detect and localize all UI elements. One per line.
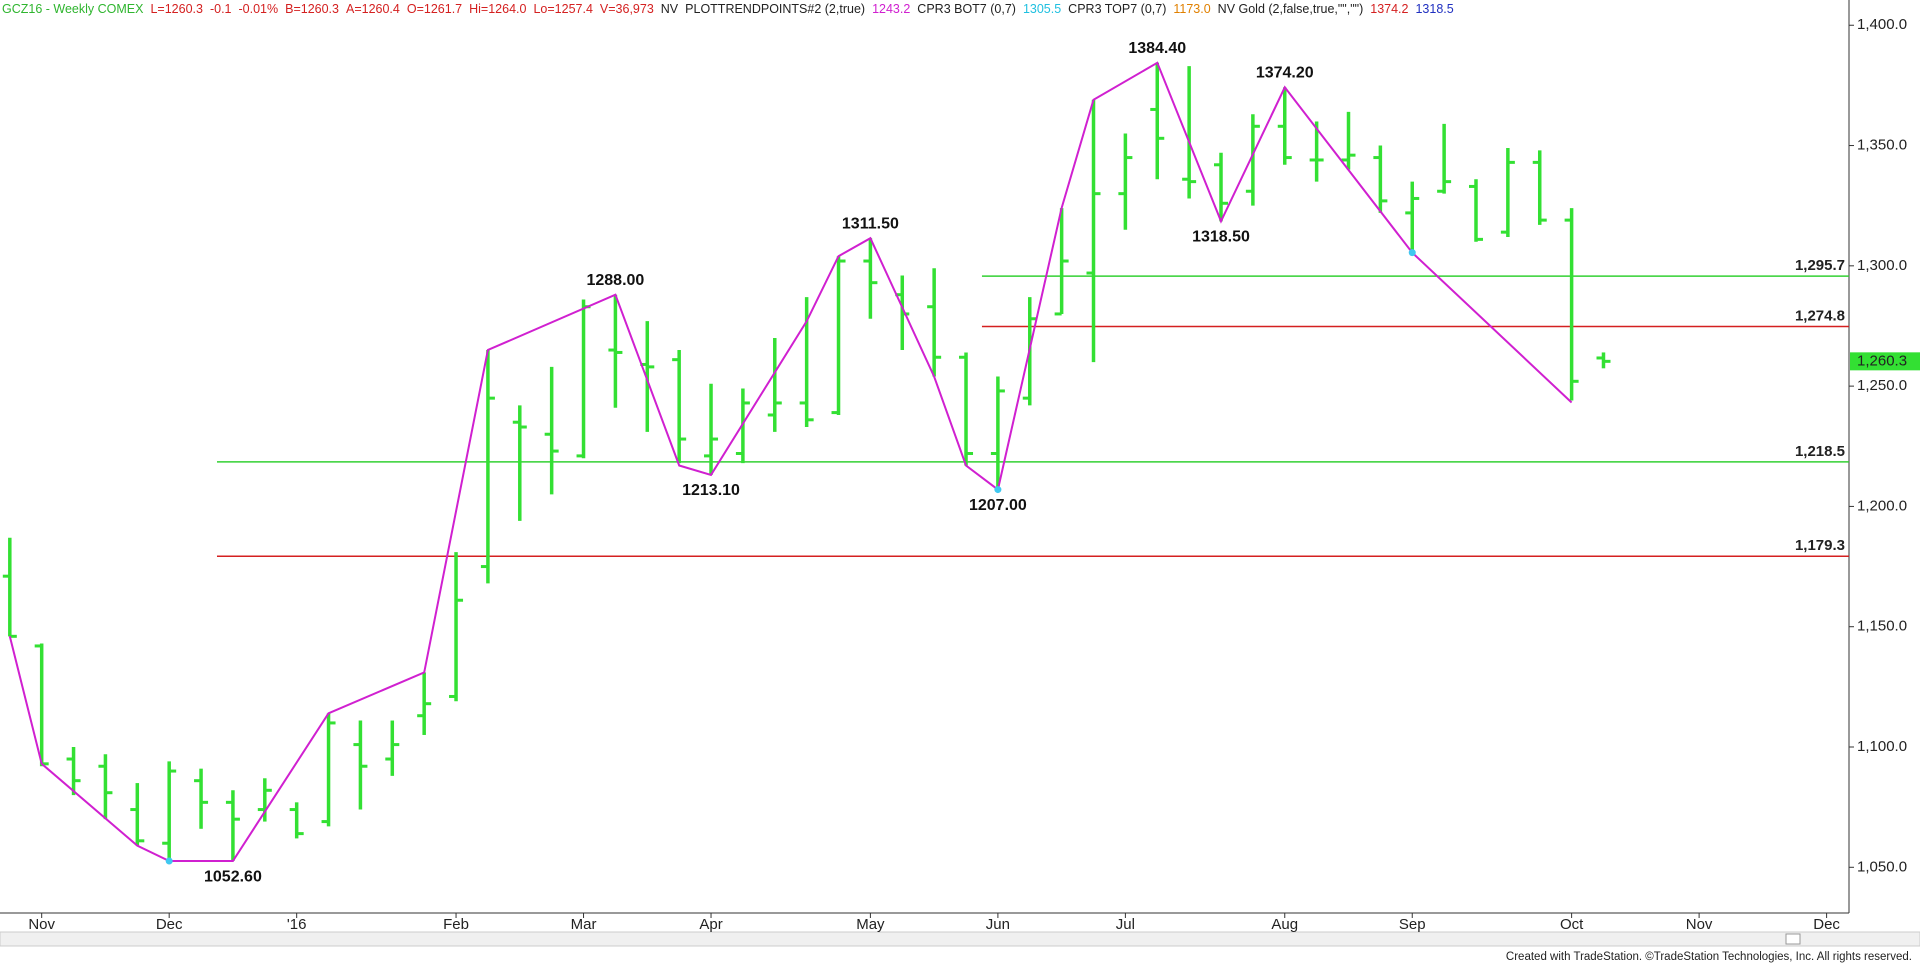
header-item: CPR3 TOP7 (0,7) xyxy=(1068,2,1166,16)
header-item: PLOTTRENDPOINTS#2 (2,true) xyxy=(685,2,865,16)
header-item: B=1260.3 xyxy=(285,2,339,16)
scrollbar[interactable] xyxy=(0,931,1920,947)
y-tick-label: 1,100.0 xyxy=(1857,738,1907,755)
header-item: GCZ16 - Weekly COMEX xyxy=(2,2,144,16)
header-item: 1374.2 xyxy=(1370,2,1408,16)
y-tick-label: 1,150.0 xyxy=(1857,618,1907,635)
level-label: 1,218.5 xyxy=(1795,443,1845,460)
x-tick-label: Dec xyxy=(1813,916,1840,933)
header-item: -0.1 xyxy=(210,2,232,16)
scrollbar-thumb[interactable] xyxy=(1785,933,1801,945)
x-tick-label: Aug xyxy=(1271,916,1298,933)
header-item: NV Gold (2,false,true,"","") xyxy=(1218,2,1364,16)
x-tick-label: Sep xyxy=(1399,916,1426,933)
x-tick-label: Nov xyxy=(28,916,55,933)
x-tick-label: Mar xyxy=(571,916,597,933)
level-label: 1,274.8 xyxy=(1795,307,1845,324)
x-tick-label: May xyxy=(856,916,885,933)
y-tick-label: 1,400.0 xyxy=(1857,16,1907,33)
last-price-box xyxy=(1850,352,1920,371)
header-item: 1243.2 xyxy=(872,2,910,16)
x-tick-label: '16 xyxy=(287,916,307,933)
pivot-label: 1311.50 xyxy=(842,215,899,232)
level-label: 1,295.7 xyxy=(1795,257,1845,274)
y-tick-label: 1,350.0 xyxy=(1857,137,1907,154)
header: GCZ16 - Weekly COMEX L=1260.3 -0.1 -0.01% B=… xyxy=(2,2,1454,16)
y-tick-label: 1,300.0 xyxy=(1857,257,1907,274)
header-item: 1318.5 xyxy=(1415,2,1453,16)
header-item: 1173.0 xyxy=(1173,2,1210,16)
header-item: O=1261.7 xyxy=(407,2,462,16)
level-label: 1,179.3 xyxy=(1795,537,1845,554)
pivot-label: 1384.40 xyxy=(1128,40,1186,57)
trend-line xyxy=(8,61,1573,862)
header-item: Hi=1264.0 xyxy=(469,2,526,16)
y-tick-label: 1,250.0 xyxy=(1857,377,1907,394)
pivot-label: 1052.60 xyxy=(204,868,262,885)
x-tick-label: Feb xyxy=(443,916,469,933)
header-item: CPR3 BOT7 (0,7) xyxy=(917,2,1016,16)
pivot-label: 1288.00 xyxy=(586,272,644,289)
header-item: A=1260.4 xyxy=(346,2,400,16)
x-tick-label: Dec xyxy=(156,916,183,933)
pivot-marker xyxy=(1408,249,1416,257)
pivot-label: 1374.20 xyxy=(1256,65,1314,82)
header-item: NV xyxy=(661,2,679,16)
pivot-marker xyxy=(994,486,1002,494)
footer: Created with TradeStation. ©TradeStation… xyxy=(1506,951,1912,963)
pivot-label: 1318.50 xyxy=(1192,229,1250,246)
pivot-label: 1213.10 xyxy=(682,482,740,499)
header-item: L=1260.3 xyxy=(150,2,203,16)
x-tick-label: Nov xyxy=(1686,916,1713,933)
header-item: -0.01% xyxy=(239,2,279,16)
header-item: V=36,973 xyxy=(600,2,654,16)
y-tick-label: 1,050.0 xyxy=(1857,858,1907,875)
pivot-label: 1207.00 xyxy=(969,497,1027,514)
x-tick-label: Jun xyxy=(986,916,1010,933)
x-tick-label: Apr xyxy=(699,916,722,933)
x-tick-label: Jul xyxy=(1116,916,1135,933)
last-price-label: 1,260.3 xyxy=(1857,352,1907,369)
x-tick-label: Oct xyxy=(1560,916,1584,933)
header-item: Lo=1257.4 xyxy=(533,2,592,16)
header-item: 1305.5 xyxy=(1023,2,1061,16)
y-tick-label: 1,200.0 xyxy=(1857,497,1907,514)
pivot-marker xyxy=(165,857,173,865)
